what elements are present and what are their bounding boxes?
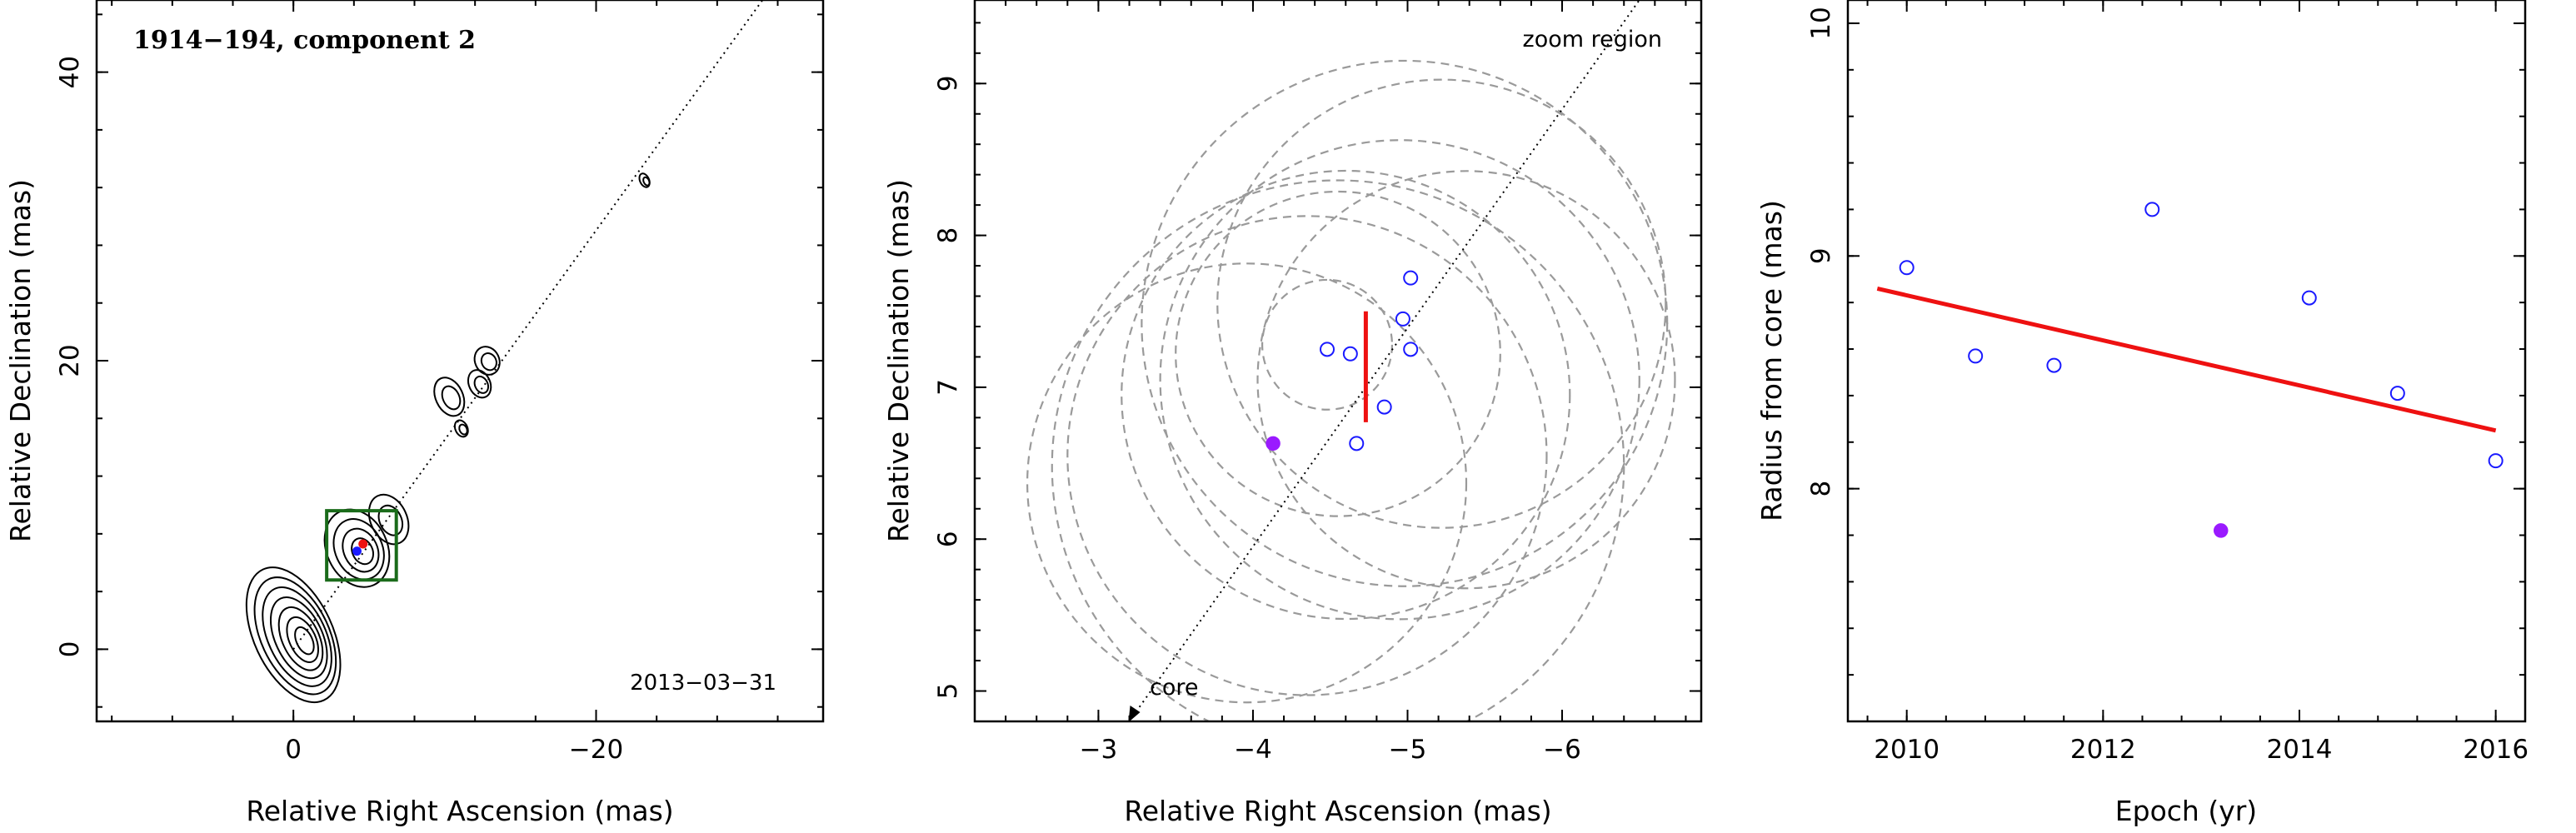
x-tick-label: 2016 xyxy=(2463,735,2529,765)
plot-frame xyxy=(1846,0,2527,723)
x-tick-label: −20 xyxy=(569,735,623,765)
panel-zoom-region: −3 −4 −5 −6 5 6 7 8 9 zoom region core Relative … xyxy=(882,0,1703,827)
gaussian-circle xyxy=(1026,262,1468,704)
gaussian-circle xyxy=(1121,169,1571,621)
contour-level xyxy=(458,423,468,436)
x-tick-label: 0 xyxy=(285,735,302,765)
contour-level xyxy=(262,586,332,687)
contour-level xyxy=(294,626,315,656)
panel-radius-vs-epoch: 2010 2012 2014 2016 8 9 10 Epoch (yr) Radius f… xyxy=(1755,0,2529,827)
x-axis-label: Epoch (yr) xyxy=(2115,795,2257,827)
open-point xyxy=(1395,311,1410,327)
open-point xyxy=(2488,453,2504,469)
open-point xyxy=(2144,202,2160,217)
y-tick-label: 40 xyxy=(55,56,85,88)
x-tick-label: 2012 xyxy=(2070,735,2136,765)
gaussian-circle xyxy=(1051,179,1625,721)
filled-point xyxy=(1266,436,1281,451)
y-tick-label: 8 xyxy=(933,227,963,244)
y-tick-label: 9 xyxy=(1806,247,1836,264)
x-tick-label: −6 xyxy=(1543,735,1581,765)
open-point xyxy=(1320,342,1335,357)
x-tick-label: 2010 xyxy=(1874,735,1939,765)
contour-level xyxy=(441,385,462,411)
gaussian-circle xyxy=(1216,78,1667,529)
contour-level xyxy=(433,377,466,417)
open-point xyxy=(1899,260,1915,276)
x-axis-label: Relative Right Ascension (mas) xyxy=(246,795,673,827)
y-tick-label: 6 xyxy=(933,531,963,547)
date-label: 2013−03−31 xyxy=(630,671,776,696)
contour-level xyxy=(467,369,492,399)
chart-title: 1914−194, component 2 xyxy=(133,26,476,55)
fit-line xyxy=(1876,286,2497,433)
y-tick-label: 0 xyxy=(55,641,85,658)
open-point xyxy=(1342,346,1358,362)
open-point xyxy=(1403,342,1419,357)
zoom-box xyxy=(325,509,398,582)
x-tick-label: 2014 xyxy=(2267,735,2333,765)
y-tick-label: 20 xyxy=(55,344,85,377)
contour-level xyxy=(473,375,490,394)
open-point xyxy=(2389,386,2405,402)
contour-level xyxy=(367,493,410,546)
gaussian-circle xyxy=(1256,170,1676,590)
contour-level xyxy=(351,537,375,566)
contour-level xyxy=(480,352,497,372)
plot-frame xyxy=(95,0,825,723)
plot-frame xyxy=(973,0,1703,723)
contour-level xyxy=(286,616,319,663)
y-tick-label: 9 xyxy=(933,75,963,92)
core-arrow-icon xyxy=(1128,706,1141,721)
contour-level xyxy=(473,346,501,376)
contour-level xyxy=(453,419,469,438)
open-point xyxy=(1349,436,1365,451)
plot-area xyxy=(1026,0,1676,721)
gaussian-circle xyxy=(1261,278,1394,411)
gaussian-circle xyxy=(1175,190,1501,517)
contour-level xyxy=(642,176,651,187)
y-axis-label: Radius from core (mas) xyxy=(1755,200,1788,521)
open-point xyxy=(2301,290,2317,306)
y-axis-label: Relative Declination (mas) xyxy=(4,179,37,542)
gaussian-circle xyxy=(1066,215,1548,696)
contour-level xyxy=(245,566,342,704)
filled-point xyxy=(2213,523,2229,538)
contour-level xyxy=(269,596,328,680)
contour-level xyxy=(277,606,324,671)
contour-level xyxy=(253,576,337,696)
y-axis-label: Relative Declination (mas) xyxy=(882,179,915,542)
open-point xyxy=(1376,399,1392,415)
core-label: core xyxy=(1150,675,1198,701)
x-tick-label: −4 xyxy=(1234,735,1272,765)
x-tick-label: −3 xyxy=(1080,735,1118,765)
contour-level xyxy=(342,527,380,573)
y-tick-label: 7 xyxy=(933,379,963,396)
core-direction-line xyxy=(1128,0,1640,721)
component-marker xyxy=(358,539,368,549)
y-tick-label: 8 xyxy=(1806,481,1836,497)
y-tick-label: 5 xyxy=(933,683,963,700)
panel-contour-map: 0 −20 0 20 40 1914−194, component 2 2013−03−… xyxy=(4,0,825,827)
zoom-region-label: zoom region xyxy=(1523,27,1662,52)
gaussian-circle xyxy=(1159,139,1640,621)
open-point xyxy=(2046,357,2062,373)
x-axis-label: Relative Right Ascension (mas) xyxy=(1124,795,1551,827)
x-tick-label: −5 xyxy=(1389,735,1427,765)
open-point xyxy=(1968,348,1984,364)
y-tick-label: 10 xyxy=(1806,7,1836,39)
open-point xyxy=(1403,270,1419,286)
component-marker xyxy=(352,546,362,556)
contour-level xyxy=(332,518,385,581)
